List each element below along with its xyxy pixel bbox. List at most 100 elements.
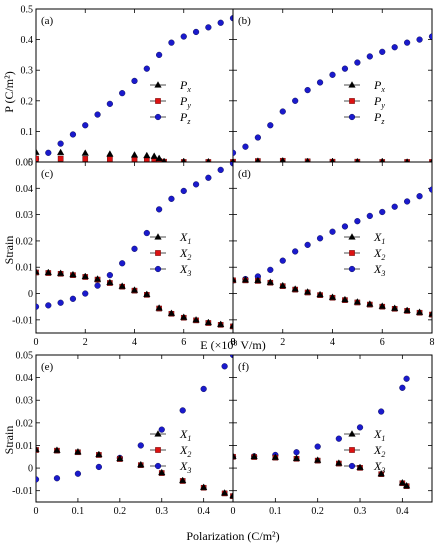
legend-label-pz: Pz [373,110,385,126]
point-x1 [93,275,102,282]
point-x1 [158,468,166,476]
y-tick-label: 0.03 [16,396,34,407]
legend-label-py: Py [179,94,191,110]
point-px [379,157,385,162]
point-x3 [356,424,364,431]
legend-label-x3: X3 [179,459,191,475]
point-x1 [316,290,324,298]
point-x1 [402,481,411,489]
point-x1 [44,268,52,276]
y-tick-label: 0.3 [21,66,34,77]
point-x3 [378,408,385,415]
legend-label-py: Py [373,94,385,110]
point-x3 [314,443,321,450]
point-x3 [119,260,126,267]
y-tick-label: 0.1 [21,127,34,138]
point-x1 [180,313,188,320]
point-pz [254,134,261,141]
panel-label: (e) [41,361,54,373]
data-layer [233,33,432,162]
point-x1 [341,295,349,303]
point-pz [391,44,398,51]
point-py [107,156,113,162]
point-x1 [353,298,362,305]
y-tick-label: 0 [28,464,33,475]
legend-marker-x3 [348,462,356,470]
legend-marker-x2 [349,447,355,453]
legend-label-x1: X1 [373,427,385,443]
point-x1 [95,450,103,458]
point-x3 [137,442,144,449]
legend-marker-x1 [154,430,162,437]
x-tick-label: 4 [132,337,137,348]
point-py [57,155,64,162]
point-x1 [74,447,82,455]
point-pz [57,140,64,147]
point-x3 [69,295,77,302]
plot-frame [232,161,433,334]
point-px [206,157,211,162]
point-px [130,151,139,158]
point-x1 [130,286,139,293]
point-x1 [356,463,364,470]
point-pz [242,143,249,150]
point-x3 [416,193,423,200]
point-px [230,157,233,162]
point-x3 [354,218,361,225]
y-tick-label: 0.01 [16,441,34,452]
point-px [355,157,360,162]
y-tick-label: 0.05 [16,158,34,169]
point-x1 [292,454,301,461]
point-pz [354,59,361,66]
x-tick-label: 0.2 [311,506,324,517]
x-tick-label: 6 [181,337,186,348]
legend-marker-px [154,81,162,88]
x-tick-label: 0.4 [396,506,409,517]
point-px [233,157,236,162]
legend-marker-x1 [154,233,162,240]
point-x1 [335,459,343,466]
point-x3 [74,470,82,477]
point-x3 [391,203,398,210]
point-x1 [250,452,258,460]
legend-marker-x2 [155,447,161,453]
point-x1 [233,452,237,459]
point-x1 [398,478,407,486]
point-pz [192,28,200,36]
point-x1 [391,304,399,311]
point-pz [156,51,163,59]
point-pz [69,131,77,138]
point-pz [316,79,324,86]
point-x3 [94,282,101,289]
x-tick-label: 0.4 [197,506,210,517]
point-x3 [316,235,324,242]
point-x1 [69,270,77,278]
point-x3 [229,162,233,167]
point-x3 [179,407,186,414]
legend-label-x2: X2 [179,246,191,262]
legend-marker-x1 [348,430,356,437]
point-x1 [200,483,208,490]
point-x3 [292,248,299,255]
data-layer [233,375,411,489]
point-x3 [293,449,300,456]
panel-label: (a) [41,15,54,27]
x-tick-label: 8 [231,337,236,348]
point-x1 [155,304,163,311]
y-tick-label: 0 [28,289,33,300]
point-x3 [267,266,274,273]
point-px [81,149,89,156]
point-x1 [204,318,213,326]
point-x1 [271,453,279,460]
point-x1 [36,445,40,453]
point-x1 [179,476,187,484]
y-tick-label: -0.01 [12,315,33,326]
